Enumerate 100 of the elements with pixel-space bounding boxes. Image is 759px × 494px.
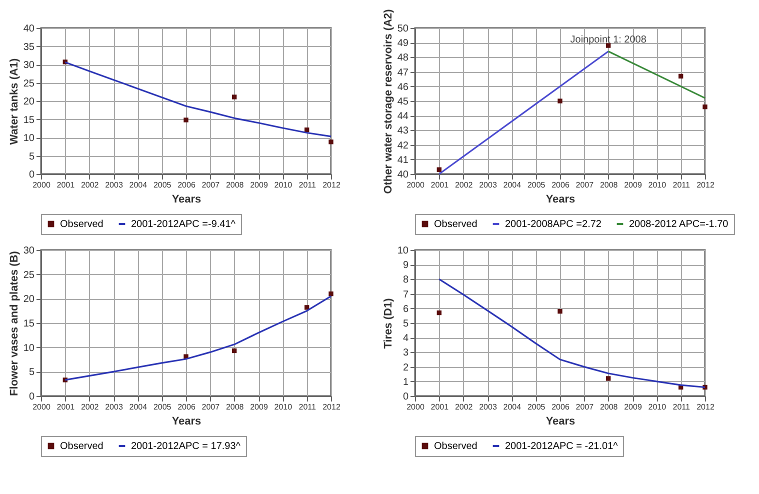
y-tick-label: 2 [402,362,409,374]
point [606,376,611,381]
x-tick-label: 2003 [105,402,124,412]
x-tick-label: 2001 [430,402,450,412]
y-tick-label: 41 [397,154,409,166]
x-tick-label: 2008 [600,402,618,412]
x-tick-label: 2001 [56,180,76,190]
point [558,308,562,314]
legend-label: Observed [60,219,104,230]
y-tick-label: 25 [23,78,35,90]
x-tick-label: 2000 [406,402,425,412]
x-tick-label: 2008 [226,180,244,190]
y-tick-label: 35 [23,42,35,53]
legend-label: 2001-2012APC =-9.41^ [131,219,236,230]
x-tick-label: 2008 [226,402,244,412]
x-tick-label: 2009 [624,180,642,190]
point [328,140,334,144]
x-tick-label: 2001 [430,180,450,190]
y-tick-label: 30 [23,60,35,71]
y-tick-label: 44 [397,111,409,122]
x-tick-label: 2012 [322,402,341,412]
y-tick-label: 47 [397,67,409,78]
point [328,291,334,296]
x-tick-label: 2012 [322,180,341,190]
y-tick-label: 1 [402,376,409,388]
y-tick-label: 20 [23,294,35,306]
x-tick-label: 2012 [696,180,715,190]
x-tick-label: 2008 [600,180,618,190]
y-axis-title: Flower vases and plates (B) [8,250,20,396]
annotation: Joinpoint 1: 2008 [570,34,647,46]
legend-label: Observed [434,441,478,452]
y-tick-label: 8 [402,274,409,286]
legend-label: 2001-2012APC = -21.01^ [505,441,618,452]
x-axis-title: Years [172,194,202,206]
y-tick-label: 7 [402,289,409,300]
point [558,98,562,104]
y-tick-label: 5 [28,151,35,162]
point [232,348,237,354]
x-tick-label: 2011 [298,180,316,190]
x-tick-label: 2011 [672,402,690,412]
legend-label: Observed [434,219,478,230]
x-tick-label: 2003 [479,180,498,190]
line-series [438,278,706,388]
legend-label: 2001-2008APC =2.72 [505,219,602,230]
point [304,305,310,310]
x-tick-label: 2004 [129,402,148,412]
y-axis-title: Water tanks (A1) [8,58,20,145]
y-tick-label: 15 [23,114,35,126]
y-tick-label: 0 [402,392,409,402]
y-tick-label: 10 [23,133,35,144]
x-tick-label: 2003 [105,180,124,190]
x-tick-label: 2009 [250,180,268,190]
y-tick-label: 45 [397,96,409,108]
y-tick-label: 42 [397,140,409,152]
x-tick-label: 2009 [250,402,268,412]
y-tick-label: 5 [28,367,35,378]
y-tick-label: 10 [397,246,409,256]
x-tick-label: 2001 [56,402,76,412]
y-tick-label: 15 [23,318,35,330]
x-tick-label: 2010 [648,402,667,412]
x-tick-label: 2006 [178,402,196,412]
x-tick-label: 2006 [552,180,570,190]
legend-label: 2008-2012 APC=-1.70 [629,219,729,230]
y-tick-label: 9 [402,260,409,272]
y-tick-label: 30 [23,246,35,256]
point [184,118,188,122]
x-tick-label: 2011 [298,402,316,412]
x-tick-label: 2005 [527,180,546,190]
x-tick-label: 2006 [552,402,570,412]
x-tick-label: 2007 [202,180,220,190]
y-tick-label: 0 [28,392,35,402]
legend-label: 2001-2012APC = 17.93^ [131,441,241,452]
x-tick-label: 2002 [454,402,474,412]
x-tick-label: 2006 [178,180,196,190]
y-tick-label: 0 [28,170,35,180]
y-tick-label: 49 [397,38,409,50]
x-axis-title: Years [172,416,202,428]
x-tick-label: 2009 [624,402,642,412]
point [232,94,237,100]
x-tick-label: 2000 [406,180,425,190]
x-tick-label: 2010 [274,180,293,190]
x-tick-label: 2005 [153,402,172,412]
point [702,104,708,110]
x-axis-title: Years [546,194,576,206]
x-tick-label: 2007 [576,402,594,412]
point [678,74,684,79]
y-tick-label: 5 [402,318,409,330]
y-tick-label: 4 [402,333,409,344]
x-tick-label: 2010 [648,180,667,190]
legend-label: Observed [60,441,104,452]
x-tick-label: 2004 [503,180,522,190]
y-tick-label: 43 [397,126,409,137]
x-tick-label: 2007 [202,402,220,412]
point [436,310,442,316]
y-tick-label: 46 [397,82,409,93]
x-tick-label: 2002 [80,180,100,190]
x-tick-label: 2005 [527,402,546,412]
x-tick-label: 2002 [80,402,100,412]
y-tick-label: 50 [397,24,409,34]
x-tick-label: 2004 [129,180,148,190]
